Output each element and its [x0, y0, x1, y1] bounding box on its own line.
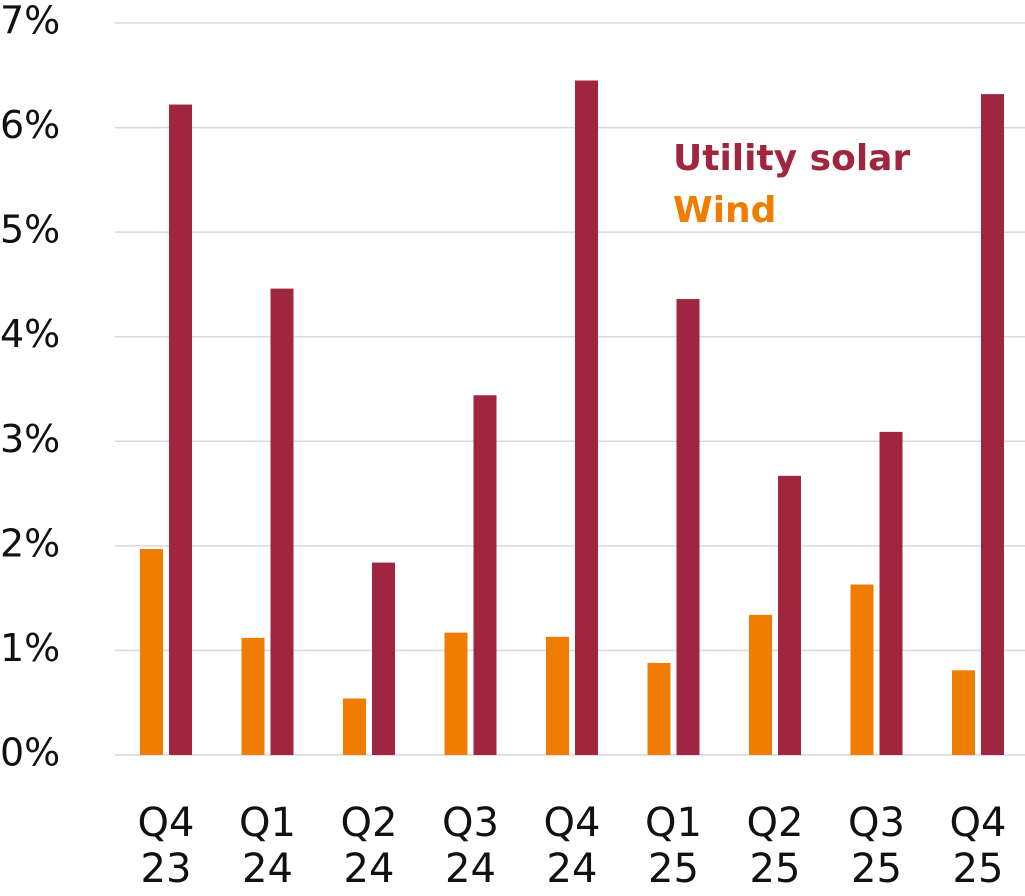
- bar: [241, 637, 265, 755]
- bar: [575, 80, 598, 755]
- bar: [879, 431, 903, 755]
- bar: [981, 94, 1004, 755]
- y-tick-label: 0%: [0, 731, 60, 775]
- bar: [778, 475, 801, 755]
- bar: [270, 288, 294, 755]
- bar: [473, 395, 497, 755]
- legend-label: Wind: [673, 190, 776, 231]
- bar: [372, 562, 395, 755]
- bar: [749, 614, 772, 755]
- bar: [444, 632, 468, 755]
- x-tick-label: Q1 25: [645, 800, 702, 892]
- x-tick-label: Q3 25: [848, 800, 905, 892]
- legend-label: Utility solar: [673, 138, 910, 179]
- y-tick-label: 3%: [0, 417, 60, 461]
- bar: [850, 584, 874, 755]
- y-tick-label: 2%: [0, 521, 60, 565]
- x-tick-label: Q2 25: [746, 800, 804, 892]
- y-tick-label: 4%: [0, 312, 60, 356]
- bar: [676, 299, 700, 755]
- x-tick-label: Q4 25: [949, 800, 1007, 892]
- bar: [343, 698, 366, 755]
- bar: [952, 670, 975, 755]
- x-tick-label: Q2 24: [340, 800, 398, 892]
- bar: [546, 636, 569, 755]
- y-tick-label: 1%: [0, 626, 60, 670]
- x-tick-label: Q3 24: [442, 800, 499, 892]
- x-tick-label: Q4 23: [137, 800, 195, 892]
- bar: [169, 104, 192, 755]
- y-tick-label: 7%: [0, 0, 60, 43]
- y-tick-label: 5%: [0, 208, 60, 252]
- y-tick-label: 6%: [0, 103, 60, 147]
- bar: [647, 662, 671, 755]
- bar: [140, 548, 163, 755]
- x-tick-label: Q1 24: [239, 800, 296, 892]
- x-tick-label: Q4 24: [543, 800, 601, 892]
